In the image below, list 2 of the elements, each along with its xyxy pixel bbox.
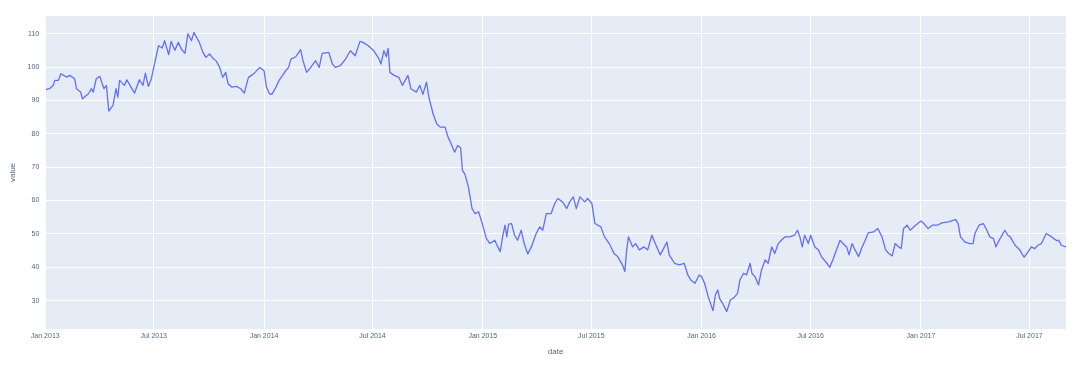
y-axis-title: value <box>8 162 17 183</box>
x-axis-title: date <box>547 347 564 357</box>
